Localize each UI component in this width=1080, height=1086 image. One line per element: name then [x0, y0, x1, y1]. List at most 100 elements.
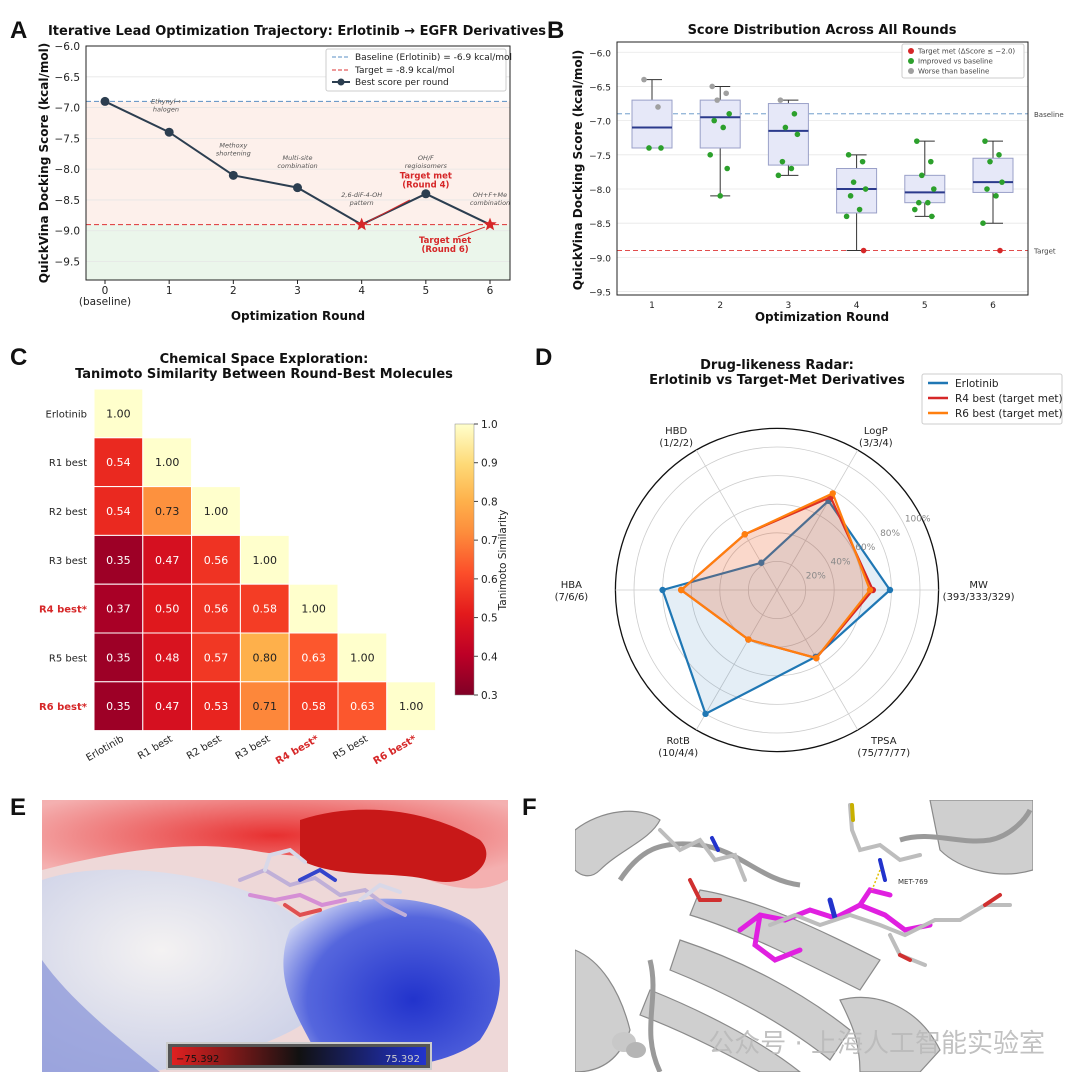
- panel-a-line-chart: Iterative Lead Optimization Trajectory: …: [37, 24, 546, 323]
- panel-d-radar: Drug-likeness Radar: Erlotinib vs Target…: [555, 358, 1063, 759]
- panel-a-ylabel: QuickVina Docking Score (kcal/mol): [37, 43, 51, 283]
- cell-value: 0.56: [204, 603, 229, 616]
- heatmap-cell: [93, 583, 144, 634]
- radar-ring-label: 60%: [855, 543, 875, 553]
- heatmap-cell: [191, 632, 241, 683]
- heatmap-cell: [239, 534, 290, 585]
- colorbar-tick-label: 1.0: [481, 419, 498, 431]
- score-point: [931, 186, 937, 192]
- heatmap-cell: [337, 681, 388, 732]
- target-met-note: Target met: [419, 236, 471, 246]
- y-tick-label: −8.0: [55, 164, 81, 176]
- score-point: [714, 97, 720, 103]
- protein-cartoon: [575, 800, 1033, 1072]
- score-point: [860, 247, 867, 254]
- watermark-text: 公众号 · 上海人工智能实验室: [708, 1029, 1045, 1059]
- score-point: [794, 131, 801, 138]
- cell-value: 1.00: [155, 456, 180, 469]
- score-point: [100, 96, 110, 106]
- x-tick-label: 6: [990, 301, 996, 311]
- score-point: [724, 165, 730, 172]
- step-annotation: halogen: [153, 105, 179, 113]
- step-annotation: combination: [470, 199, 510, 207]
- colorbar-tick-label: 0.8: [481, 496, 498, 508]
- radar-axis-label: LogP: [864, 426, 888, 437]
- score-point: [228, 170, 238, 180]
- ligand-grey: [768, 893, 1012, 967]
- target-note-arrow: [367, 199, 411, 223]
- column-label: R6 best*: [372, 733, 420, 767]
- score-point: [999, 179, 1005, 185]
- legend-target-label: Target met (ΔScore ≤ −2.0): [917, 48, 1015, 56]
- cell-value: 0.35: [106, 700, 131, 713]
- score-point: [782, 124, 789, 131]
- panel-d-legend-box: [921, 373, 1063, 425]
- legend-baseline-label: Baseline (Erlotinib) = -6.9 kcal/mol: [355, 53, 512, 63]
- surface-basic-edge: [42, 960, 160, 1072]
- heatmap-cell: [142, 681, 193, 732]
- radar-ring-label: 20%: [806, 572, 826, 582]
- x-tick-label: 3: [786, 301, 792, 311]
- improvement-zone-band: [86, 101, 510, 225]
- heatmap-cell: [288, 632, 339, 683]
- box-iqr: [972, 157, 1014, 193]
- score-point: [984, 186, 990, 192]
- y-tick-label: −7.5: [589, 152, 611, 162]
- x-tick-label: 5: [922, 301, 928, 311]
- colorbar-tick-label: 0.7: [481, 535, 498, 547]
- panel-d-legend: Erlotinib R4 best (target met) R6 best (…: [921, 373, 1063, 425]
- panel-c-heatmap: Chemical Space Exploration: Tanimoto Sim…: [39, 352, 509, 767]
- radar-axis-label: MW: [969, 580, 988, 591]
- target-note-arrow: [457, 226, 486, 238]
- score-point: [859, 158, 866, 165]
- panel-e-surface-render: −75.392 75.392: [42, 800, 508, 1072]
- score-point: [862, 186, 869, 192]
- y-tick-label: −9.0: [589, 254, 611, 264]
- residue-sticks: [658, 803, 922, 902]
- y-tick-label: −6.5: [589, 83, 611, 93]
- box-iqr: [767, 103, 809, 166]
- step-annotation: shortening: [216, 150, 251, 158]
- heatmap-cell: [142, 486, 193, 536]
- target-met-note: Target met: [400, 171, 452, 181]
- x-tick-label: 1: [166, 285, 173, 297]
- radar-axis-sublabel: (7/6/6): [555, 592, 589, 603]
- legend-improved-marker: [908, 58, 914, 64]
- cell-value: 0.53: [204, 700, 229, 713]
- legend-worse-marker: [908, 68, 914, 74]
- radar-spoke: [695, 589, 778, 731]
- x-tick-label: 2: [230, 285, 237, 297]
- step-annotation: Ethynyl→: [151, 97, 181, 105]
- column-label: Erlotinib: [84, 734, 125, 764]
- x-tick-label: 6: [487, 285, 494, 297]
- cell-value: 1.00: [301, 603, 326, 616]
- cell-value: 0.80: [253, 651, 278, 664]
- column-label: R4 best*: [274, 733, 322, 767]
- target-zone-band: [86, 224, 510, 280]
- panel-d-title: Drug-likeness Radar:: [700, 358, 854, 373]
- score-point: [791, 110, 798, 117]
- score-point: [916, 199, 922, 206]
- cell-value: 0.57: [204, 651, 229, 664]
- radar-axis-sublabel: (393/333/329): [943, 592, 1015, 603]
- heatmap-cell: [191, 534, 241, 585]
- cell-value: 1.00: [106, 407, 131, 420]
- x-tick-label: 5: [422, 285, 429, 297]
- panel-b-xlabel: Optimization Round: [755, 310, 889, 324]
- x-tick-label: 1: [649, 301, 655, 311]
- box-iqr: [904, 174, 946, 204]
- score-point: [856, 206, 863, 213]
- radar-point: [886, 586, 894, 594]
- score-point: [914, 138, 920, 144]
- panel-b-legend-box: [901, 43, 1025, 79]
- cell-value: 0.71: [253, 700, 278, 713]
- x-tick-label: 2: [717, 301, 723, 311]
- panel-b-legend: Target met (ΔScore ≤ −2.0) Improved vs b…: [901, 43, 1025, 79]
- score-point: [711, 117, 717, 124]
- cell-value: 0.73: [155, 505, 180, 518]
- box-iqr: [836, 168, 878, 214]
- cell-value: 0.47: [155, 554, 180, 567]
- cell-value: 0.48: [155, 651, 180, 664]
- cell-value: 1.00: [399, 700, 424, 713]
- score-point: [929, 213, 935, 220]
